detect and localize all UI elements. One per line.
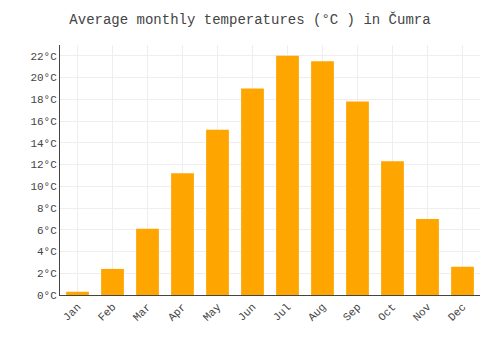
svg-text:22°C: 22°C [30,51,57,63]
svg-text:Jun: Jun [236,301,258,323]
svg-text:12°C: 12°C [30,159,57,171]
svg-text:Average monthly temperatures (: Average monthly temperatures (°C ) in Ču… [69,11,430,28]
svg-text:May: May [201,301,224,324]
svg-text:Mar: Mar [131,301,153,323]
svg-text:Oct: Oct [376,301,398,323]
svg-text:Nov: Nov [411,301,434,324]
svg-text:14°C: 14°C [30,138,57,150]
svg-text:Jul: Jul [271,301,293,323]
svg-text:Sep: Sep [341,301,363,323]
svg-text:16°C: 16°C [30,116,57,128]
svg-text:6°C: 6°C [37,225,57,237]
svg-text:0°C: 0°C [37,290,57,302]
svg-text:Jan: Jan [61,301,83,323]
svg-text:2°C: 2°C [37,268,57,280]
svg-text:Aug: Aug [306,301,328,323]
svg-text:10°C: 10°C [30,181,57,193]
svg-text:Apr: Apr [166,301,188,323]
svg-text:20°C: 20°C [30,72,57,84]
svg-text:Feb: Feb [96,301,118,323]
svg-text:8°C: 8°C [37,203,57,215]
svg-text:Dec: Dec [446,301,468,323]
svg-text:4°C: 4°C [37,246,57,258]
svg-text:18°C: 18°C [30,94,57,106]
